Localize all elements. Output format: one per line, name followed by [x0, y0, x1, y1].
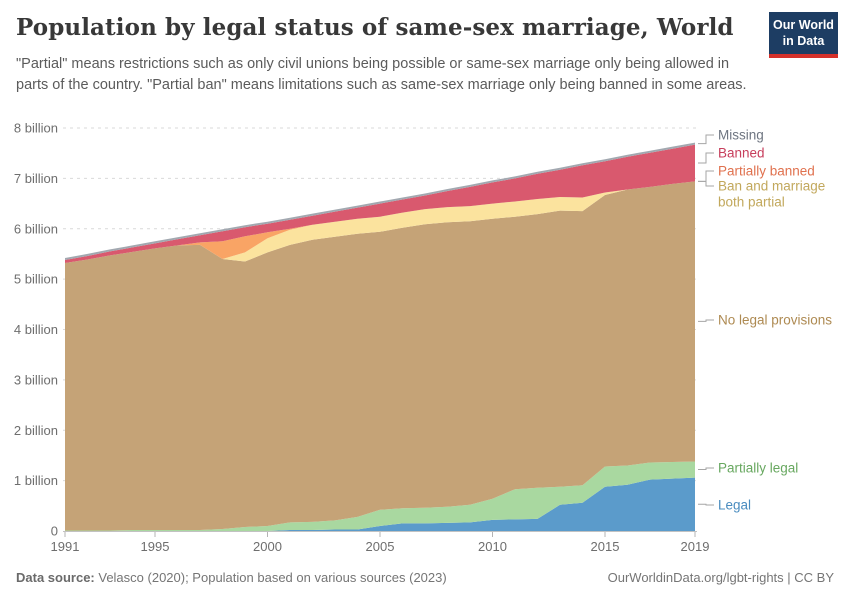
x-tick-label-2005: 2005: [366, 539, 395, 554]
legend-connector-partially-legal: [698, 467, 714, 470]
x-tick-label-1991: 1991: [51, 539, 80, 554]
data-source: Data source: Velasco (2020); Population …: [16, 570, 447, 585]
area-partially-legal[interactable]: [65, 461, 695, 532]
area-banned[interactable]: [65, 144, 695, 263]
legend-connector-legal: [698, 503, 714, 506]
area-missing[interactable]: [65, 142, 695, 260]
page-title: Population by legal status of same-sex m…: [16, 14, 734, 41]
chart-footer: Data source: Velasco (2020); Population …: [0, 562, 850, 592]
chart-subtitle: "Partial" means restrictions such as onl…: [16, 56, 747, 93]
y-tick-label-1: 1 billion: [14, 473, 58, 488]
y-tick-label-8: 8 billion: [14, 121, 58, 136]
area-no-legal-provisions[interactable]: [65, 181, 695, 531]
legend-connector-banned: [698, 152, 714, 164]
x-tick-label-2010: 2010: [478, 539, 507, 554]
y-tick-label-3: 3 billion: [14, 372, 58, 387]
y-tick-label-6: 6 billion: [14, 221, 58, 236]
data-source-text: Velasco (2020); Population based on vari…: [94, 569, 447, 585]
area-legal[interactable]: [65, 477, 695, 531]
area-ban-and-marriage-both-partial[interactable]: [65, 181, 695, 263]
logo-line-1: Our World: [773, 18, 834, 32]
x-tick-label-2019: 2019: [681, 539, 710, 554]
legend-connector-partially-banned: [698, 170, 714, 182]
y-tick-label-0: 0: [51, 524, 58, 539]
legend-label-legal[interactable]: Legal: [718, 498, 751, 513]
y-tick-label-7: 7 billion: [14, 171, 58, 186]
legend-connector-no-legal-provisions: [698, 319, 714, 322]
area-partially-banned[interactable]: [65, 181, 695, 263]
data-source-label: Data source:: [16, 569, 95, 585]
legend-label-partially-legal[interactable]: Partially legal: [718, 461, 798, 476]
legend-connector-missing: [698, 134, 714, 145]
legend-label-ban-and-marriage-both-partial[interactable]: Ban and marriage both partial: [718, 179, 825, 210]
y-tick-label-4: 4 billion: [14, 322, 58, 337]
owid-logo[interactable]: Our World in Data: [769, 12, 838, 58]
logo-line-2: in Data: [782, 34, 825, 49]
legend-label-partially-banned[interactable]: Partially banned: [718, 164, 815, 179]
legend-label-no-legal-provisions[interactable]: No legal provisions: [718, 313, 832, 328]
legend-label-missing[interactable]: Missing: [718, 128, 764, 143]
legend-label-banned[interactable]: Banned: [718, 146, 765, 161]
y-tick-label-5: 5 billion: [14, 272, 58, 287]
x-tick-label-1995: 1995: [141, 539, 170, 554]
owid-url-link[interactable]: OurWorldinData.org/lgbt-rights | CC BY: [607, 569, 834, 585]
x-tick-label-2015: 2015: [591, 539, 620, 554]
x-tick-label-2000: 2000: [253, 539, 282, 554]
legend-connector-ban-and-marriage-both-partial: [698, 180, 714, 187]
y-tick-label-2: 2 billion: [14, 423, 58, 438]
